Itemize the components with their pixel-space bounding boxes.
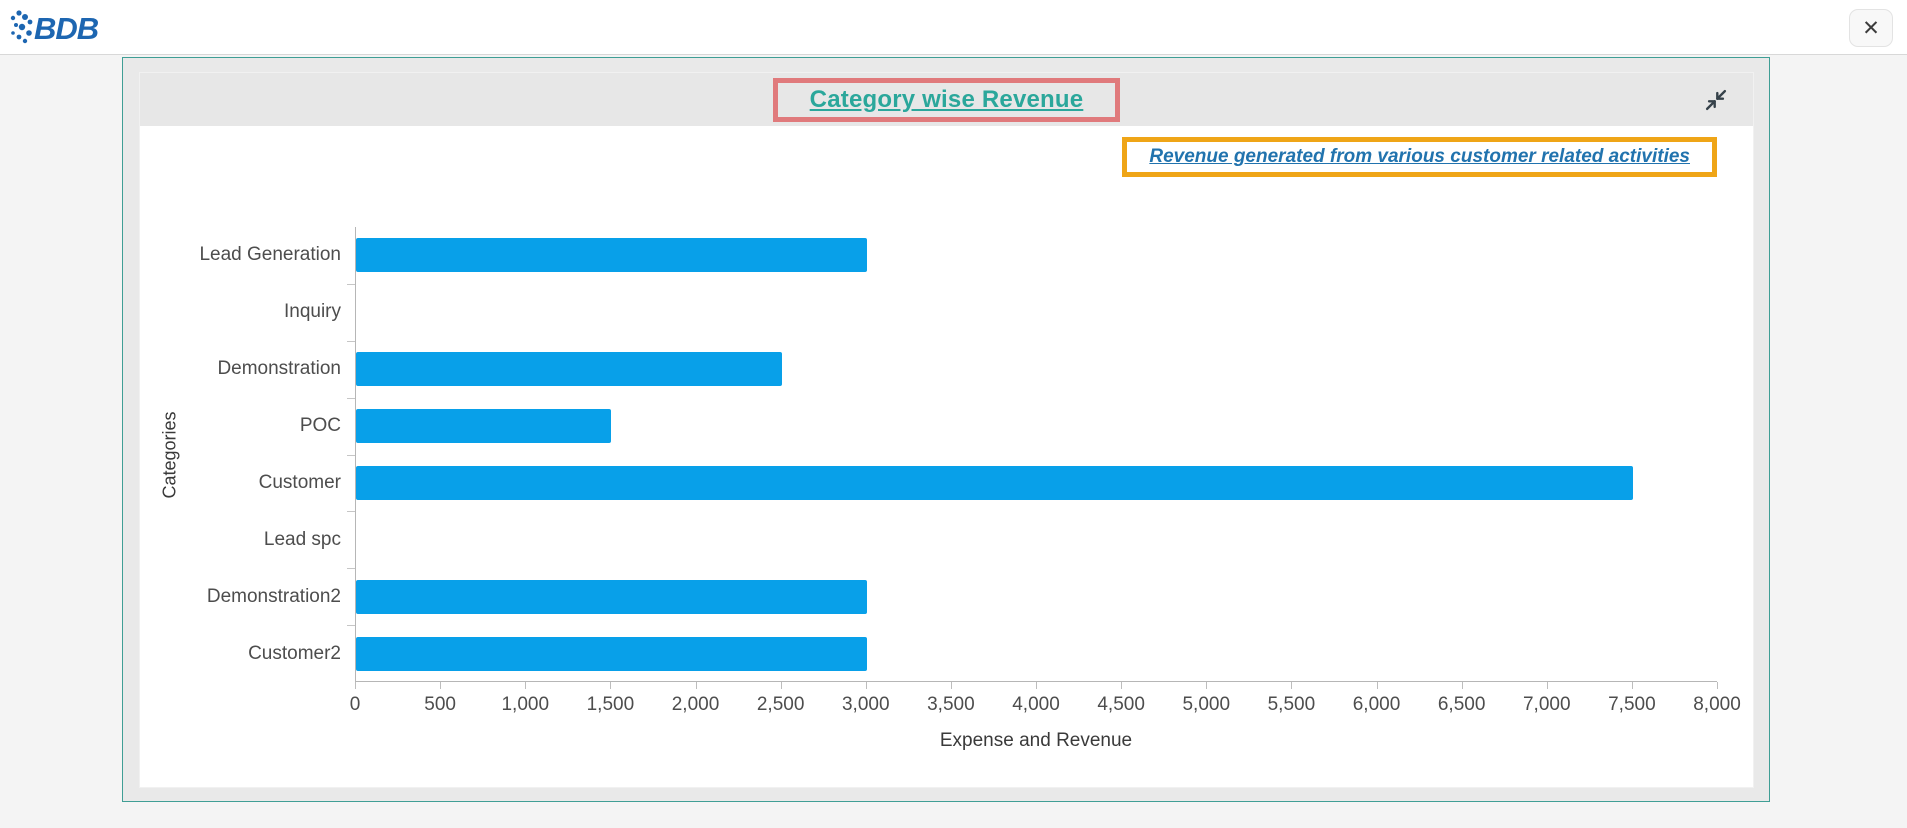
x-axis-tick-label: 6,000 [1352,694,1401,715]
x-axis-tick-label: 1,000 [501,694,550,715]
x-axis-tick [695,682,697,689]
x-axis-tick [865,682,867,689]
chart-subtitle: Revenue generated from various customer … [1149,146,1690,167]
x-axis-tick-label: 500 [424,694,456,715]
y-axis-tick [347,511,355,513]
x-axis-tick [1291,682,1293,689]
y-axis-tick [347,568,355,570]
category-label: Customer [258,471,341,493]
y-axis-tick [347,397,355,399]
collapse-button[interactable] [1701,85,1731,115]
category-label: POC [299,415,341,437]
x-axis-tick-label: 3,500 [927,694,975,715]
bdb-logo-icon: BDB [10,10,100,46]
x-axis-tick [1717,682,1718,689]
y-axis-tick [347,454,355,456]
bdb-logo[interactable]: BDB [8,7,104,47]
chart-title: Category wise Revenue [809,85,1084,113]
category-label: Lead Generation [199,244,341,266]
x-axis-tick [610,682,612,689]
x-axis-tick-label: 8,000 [1693,694,1741,715]
svg-text:BDB: BDB [34,11,99,46]
x-axis-tick-label: 4,500 [1097,694,1145,715]
category-label: Demonstration [217,358,341,380]
bar[interactable] [356,409,612,444]
x-axis-tick [1206,682,1208,689]
chart-panel: Category wise Revenue Revenue generated … [122,57,1770,802]
bar[interactable] [356,636,867,671]
x-axis-tick [780,682,782,689]
bar[interactable] [356,238,867,273]
collapse-arrows-icon [1705,89,1727,111]
x-axis-tick-label: 1,500 [586,694,635,715]
title-highlight-box: Category wise Revenue [772,77,1121,122]
category-label: Inquiry [283,301,341,323]
bar-chart: Lead Generation Inquiry Demonstration POC Cu… [140,126,1753,787]
x-axis-tick [1546,682,1548,689]
x-axis-tick [1631,682,1633,689]
x-axis-tick [1036,682,1037,689]
subtitle-highlight-box: Revenue generated from various customer … [1122,137,1717,177]
y-axis-tick [347,340,355,342]
x-axis-tick [1121,682,1123,689]
x-axis-tick-label: 3,000 [841,694,890,715]
x-axis-tick-label: 7,500 [1608,694,1656,715]
x-axis-tick-label: 5,000 [1182,694,1231,715]
x-axis-tick-label: 2,000 [671,694,720,715]
chart-card: Category wise Revenue Revenue generated … [139,72,1754,788]
x-axis-tick [950,682,952,689]
x-axis-tick-label: 5,500 [1267,694,1316,715]
category-label: Demonstration2 [206,585,341,607]
x-axis-tick [1461,682,1463,689]
bar[interactable] [356,465,1633,500]
y-axis-tick [347,283,355,285]
x-axis-tick-label: 7,000 [1522,694,1571,715]
x-axis-tick [1376,682,1378,689]
x-axis-tick-label: 2,500 [756,694,805,715]
category-label: Lead spc [263,528,341,550]
y-axis-title: Categories [159,410,180,499]
y-axis-tick [347,625,355,627]
x-axis-tick [355,682,356,689]
close-icon: ✕ [1862,16,1880,40]
x-axis-tick [525,682,527,689]
x-axis-tick-label: 6,500 [1437,694,1486,715]
x-axis-tick [440,682,442,689]
bar[interactable] [356,352,782,387]
chart-card-body: Revenue generated from various customer … [140,126,1753,787]
x-axis-tick-label: 4,000 [1012,694,1060,715]
x-axis-tick-label: 0 [349,694,361,715]
plot-area [355,227,1717,682]
top-bar: BDB ✕ [0,0,1907,55]
bar[interactable] [356,579,867,614]
close-button[interactable]: ✕ [1849,9,1893,47]
chart-card-header: Category wise Revenue [140,73,1753,126]
x-axis-title: Expense and Revenue [939,730,1133,751]
category-label: Customer2 [248,642,341,664]
